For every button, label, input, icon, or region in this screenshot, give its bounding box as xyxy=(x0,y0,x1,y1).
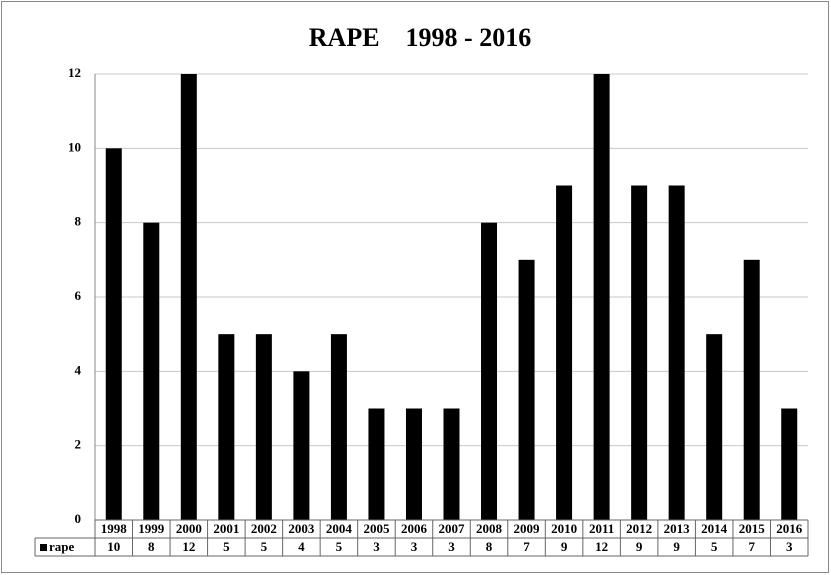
table-value: 3 xyxy=(373,539,380,554)
x-tick-label: 2007 xyxy=(439,521,466,536)
table-value: 5 xyxy=(223,539,230,554)
x-tick-label: 2000 xyxy=(176,521,202,536)
table-value: 5 xyxy=(336,539,343,554)
x-tick-label: 2002 xyxy=(251,521,277,536)
bar xyxy=(668,185,685,520)
x-tick-label: 2004 xyxy=(326,521,353,536)
y-tick-label: 10 xyxy=(68,139,81,154)
x-tick-label: 2016 xyxy=(776,521,803,536)
x-tick-label: 2001 xyxy=(213,521,239,536)
bar xyxy=(218,334,235,520)
x-tick-label: 2009 xyxy=(514,521,541,536)
bar xyxy=(143,222,160,520)
table-value: 10 xyxy=(107,539,120,554)
x-tick-label: 2012 xyxy=(626,521,652,536)
table-value: 12 xyxy=(182,539,195,554)
legend-label: rape xyxy=(49,539,75,554)
table-value: 7 xyxy=(523,539,530,554)
x-tick-label: 2008 xyxy=(476,521,503,536)
table-value: 8 xyxy=(486,539,493,554)
table-value: 9 xyxy=(636,539,643,554)
table-value: 9 xyxy=(561,539,568,554)
table-value: 5 xyxy=(261,539,268,554)
table-value: 4 xyxy=(298,539,305,554)
x-tick-label: 2010 xyxy=(551,521,577,536)
table-value: 3 xyxy=(448,539,455,554)
y-tick-label: 2 xyxy=(75,437,82,452)
x-tick-label: 2014 xyxy=(701,521,728,536)
x-tick-label: 2006 xyxy=(401,521,428,536)
bar xyxy=(481,222,498,520)
bar xyxy=(518,259,535,520)
bar xyxy=(631,185,648,520)
x-tick-label: 2005 xyxy=(363,521,390,536)
table-value: 12 xyxy=(595,539,608,554)
y-tick-label: 12 xyxy=(68,65,81,80)
x-tick-label: 2013 xyxy=(664,521,691,536)
table-value: 3 xyxy=(411,539,418,554)
y-tick-label: 6 xyxy=(75,288,82,303)
legend-key xyxy=(40,544,47,551)
x-tick-label: 2011 xyxy=(589,521,614,536)
x-tick-label: 1999 xyxy=(138,521,165,536)
table-value: 3 xyxy=(786,539,793,554)
bar xyxy=(781,408,798,520)
bar xyxy=(593,74,610,520)
bar xyxy=(293,371,310,520)
bar xyxy=(368,408,385,520)
bar xyxy=(180,74,197,520)
x-tick-label: 2015 xyxy=(739,521,766,536)
bar xyxy=(443,408,460,520)
bar xyxy=(706,334,723,520)
table-value: 7 xyxy=(748,539,755,554)
table-value: 8 xyxy=(148,539,155,554)
x-tick-label: 1998 xyxy=(101,521,128,536)
bar xyxy=(556,185,573,520)
bar xyxy=(255,334,272,520)
y-tick-label: 4 xyxy=(75,362,82,377)
y-tick-label: 0 xyxy=(75,511,82,526)
bar xyxy=(405,408,422,520)
table-value: 5 xyxy=(711,539,718,554)
x-tick-label: 2003 xyxy=(288,521,315,536)
table-value: 9 xyxy=(673,539,680,554)
bar xyxy=(330,334,347,520)
y-tick-label: 8 xyxy=(75,214,82,229)
bar xyxy=(105,148,122,521)
bar xyxy=(743,259,760,520)
chart-title: RAPE 1998 - 2016 xyxy=(309,23,531,52)
